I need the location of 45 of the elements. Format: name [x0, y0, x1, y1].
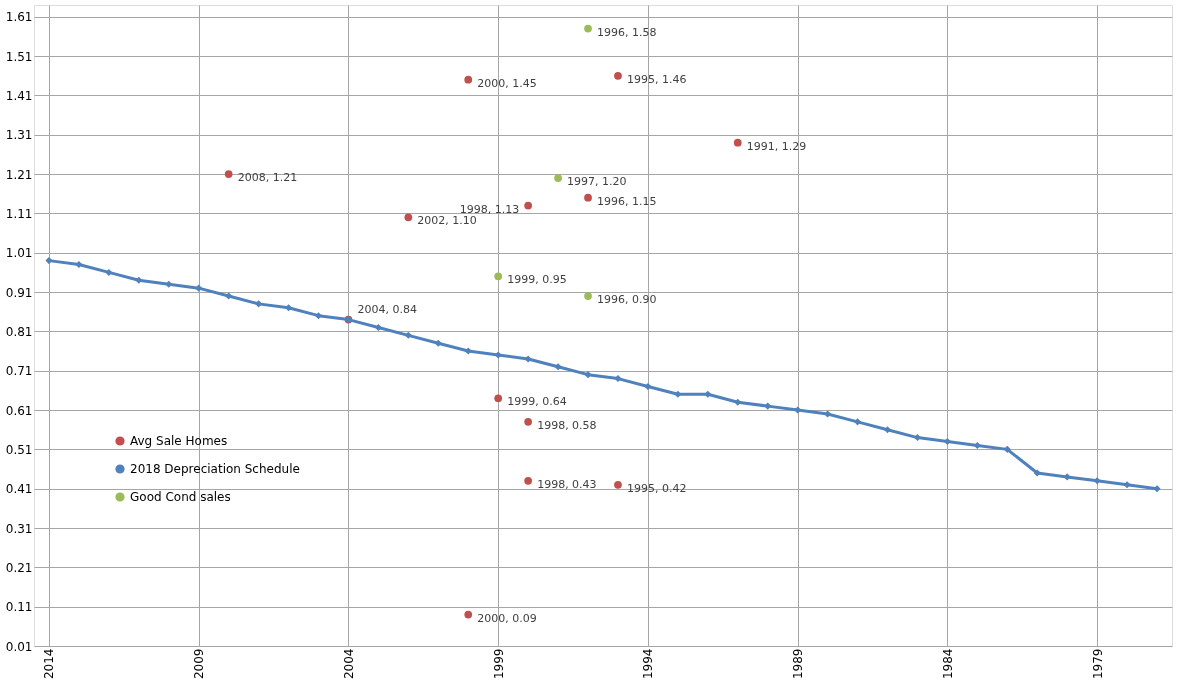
y-tick-label: 1.31 — [5, 128, 33, 143]
data-label: 1998, 1.13 — [459, 202, 520, 216]
y-tick-label: 1.41 — [5, 88, 33, 103]
y-tick-label: 0.61 — [5, 403, 33, 418]
x-tick-label: 1989 — [791, 648, 806, 680]
y-tick-label: 0.91 — [5, 285, 33, 300]
x-tick-label: 1979 — [1090, 648, 1105, 680]
x-tick-label: 2009 — [192, 648, 207, 680]
x-tick-label: 2004 — [341, 648, 356, 680]
data-label: 1999, 0.95 — [507, 273, 567, 287]
y-tick-label: 0.31 — [5, 521, 33, 536]
data-label: 2008, 1.21 — [237, 171, 298, 185]
data-label: 1995, 0.42 — [626, 481, 687, 495]
x-tick-label: 1999 — [491, 648, 506, 680]
data-label: 2002, 1.10 — [417, 214, 477, 228]
legend-label: Good Cond sales — [130, 490, 231, 504]
data-label: 1999, 0.64 — [507, 395, 567, 409]
data-label: 2004, 0.84 — [357, 302, 417, 316]
y-tick-label: 1.61 — [5, 10, 33, 25]
x-tick-label: 1994 — [641, 648, 656, 680]
data-label: 2000, 1.45 — [477, 76, 537, 90]
x-tick-label: 2014 — [42, 648, 57, 680]
y-tick-label: 0.71 — [5, 364, 33, 379]
y-tick-label: 0.21 — [5, 560, 33, 575]
data-label: 1996, 1.15 — [597, 194, 657, 208]
y-tick-label: 0.51 — [5, 442, 33, 457]
y-tick-label: 1.11 — [5, 206, 33, 221]
data-label: 1998, 0.58 — [537, 418, 597, 432]
x-tick-label: 1984 — [940, 648, 955, 680]
data-label: 1996, 1.58 — [597, 25, 657, 39]
y-tick-label: 0.41 — [5, 482, 33, 497]
data-label: 1991, 1.29 — [746, 139, 807, 153]
y-tick-label: 1.21 — [5, 167, 33, 182]
y-tick-label: 0.01 — [5, 639, 33, 654]
data-label: 1996, 0.90 — [597, 293, 657, 307]
data-label: 2000, 0.09 — [477, 611, 537, 625]
y-tick-label: 0.81 — [5, 324, 33, 339]
legend-label: Avg Sale Homes — [130, 434, 228, 448]
data-label: 1998, 0.43 — [537, 477, 597, 491]
legend-label: 2018 Depreciation Schedule — [130, 462, 300, 476]
y-tick-label: 1.51 — [5, 49, 33, 64]
data-label: 1997, 1.20 — [567, 175, 627, 189]
data-label: 1995, 1.46 — [626, 72, 687, 86]
y-tick-label: 0.11 — [5, 600, 33, 615]
y-tick-label: 1.01 — [5, 246, 33, 261]
